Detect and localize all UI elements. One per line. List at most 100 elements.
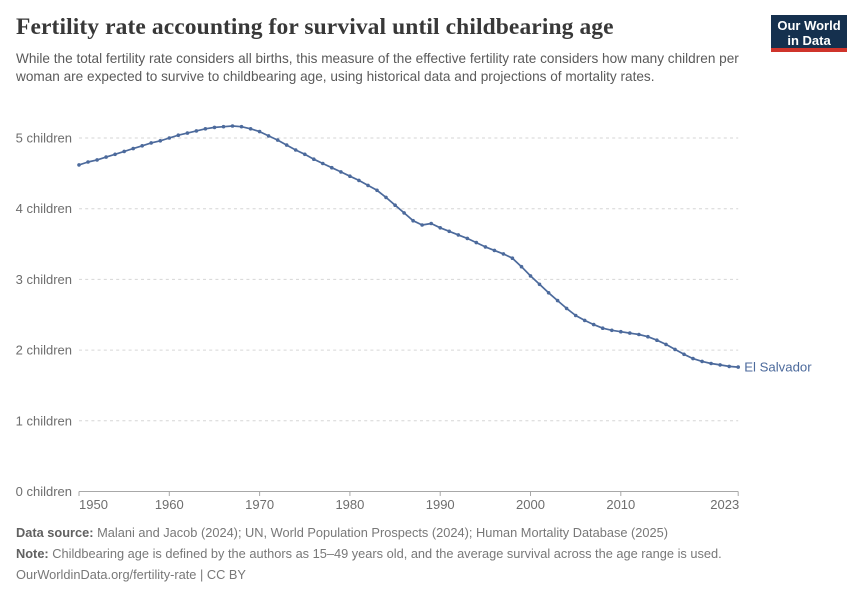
data-point bbox=[438, 226, 443, 230]
data-point bbox=[519, 264, 524, 269]
x-axis-tick-label: 1950 bbox=[79, 497, 108, 512]
data-point bbox=[709, 361, 713, 366]
y-axis-tick-label: 2 children bbox=[16, 343, 72, 358]
data-point bbox=[140, 144, 144, 148]
data-point bbox=[239, 124, 244, 129]
footer-data-source-line: Data source: Malani and Jacob (2024); UN… bbox=[16, 522, 836, 543]
data-point bbox=[158, 139, 163, 143]
data-point bbox=[465, 236, 470, 241]
data-point bbox=[546, 291, 551, 295]
data-point bbox=[474, 240, 479, 245]
data-point bbox=[248, 127, 253, 131]
note-text: Childbearing age is defined by the autho… bbox=[52, 546, 722, 561]
data-point bbox=[312, 157, 316, 161]
x-axis-tick-label: 2000 bbox=[516, 497, 545, 512]
data-source-label: Data source: bbox=[16, 525, 94, 540]
data-point bbox=[384, 195, 388, 200]
data-point bbox=[230, 124, 235, 128]
data-point bbox=[619, 329, 623, 334]
data-point bbox=[600, 326, 605, 331]
data-point bbox=[682, 352, 686, 357]
data-point bbox=[348, 174, 352, 178]
x-axis-tick-label: 2010 bbox=[606, 497, 635, 512]
data-point bbox=[628, 331, 632, 335]
data-point bbox=[718, 363, 722, 367]
data-point bbox=[266, 134, 271, 138]
data-point bbox=[284, 143, 289, 147]
data-point bbox=[167, 136, 172, 140]
data-point bbox=[664, 342, 668, 347]
data-point bbox=[646, 334, 650, 339]
data-point bbox=[736, 365, 740, 369]
data-point bbox=[203, 127, 208, 131]
fertility-rate-line bbox=[78, 125, 740, 368]
data-point bbox=[275, 138, 280, 142]
data-point bbox=[411, 218, 415, 223]
data-point bbox=[420, 223, 424, 227]
y-axis-tick-label: 0 children bbox=[16, 484, 72, 499]
x-axis-tick-label: 1960 bbox=[155, 497, 184, 512]
x-axis-tick-label: 2023 bbox=[710, 497, 739, 512]
data-point bbox=[375, 188, 379, 193]
footer-note-line: Note: Childbearing age is defined by the… bbox=[16, 543, 836, 564]
owid-logo-line2: in Data bbox=[787, 33, 831, 48]
owid-logo-line1: Our World bbox=[777, 18, 841, 33]
data-point bbox=[185, 131, 190, 135]
data-point bbox=[564, 306, 569, 311]
footer-url-line: OurWorldinData.org/fertility-rate | CC B… bbox=[16, 567, 246, 582]
data-point bbox=[673, 347, 677, 352]
data-point bbox=[104, 155, 108, 159]
y-axis-tick-label: 5 children bbox=[16, 131, 72, 146]
y-axis-tick-label: 1 children bbox=[16, 413, 72, 428]
data-point bbox=[77, 163, 81, 167]
data-point bbox=[221, 124, 226, 129]
data-point bbox=[293, 148, 298, 152]
data-point bbox=[303, 152, 307, 157]
data-point bbox=[510, 256, 515, 261]
data-point bbox=[113, 152, 117, 157]
data-point bbox=[429, 221, 434, 226]
data-point bbox=[86, 160, 90, 164]
chart-footer: Data source: Malani and Jacob (2024); UN… bbox=[16, 522, 836, 585]
data-point bbox=[591, 322, 596, 327]
chart-subtitle: While the total fertility rate considers… bbox=[16, 51, 739, 85]
data-point bbox=[610, 328, 614, 333]
y-axis-tick-label: 3 children bbox=[16, 272, 72, 287]
data-point bbox=[582, 318, 587, 323]
data-point bbox=[447, 229, 452, 234]
data-point bbox=[176, 133, 181, 137]
data-point bbox=[483, 245, 488, 249]
y-axis-tick-label: 4 children bbox=[16, 201, 72, 216]
data-point bbox=[492, 248, 497, 253]
data-point bbox=[257, 129, 262, 134]
data-point bbox=[131, 146, 135, 151]
data-point bbox=[573, 313, 578, 318]
data-point bbox=[330, 165, 334, 170]
data-point bbox=[528, 274, 533, 278]
owid-logo[interactable]: Our World in Data bbox=[771, 15, 847, 52]
x-axis-tick-label: 1980 bbox=[335, 497, 364, 512]
data-point bbox=[691, 356, 695, 361]
data-point bbox=[727, 364, 731, 369]
data-point bbox=[700, 359, 704, 364]
data-point bbox=[321, 161, 325, 166]
data-point bbox=[501, 252, 506, 256]
x-axis-tick-label: 1990 bbox=[426, 497, 455, 512]
data-point bbox=[456, 233, 461, 237]
data-point bbox=[194, 129, 199, 133]
x-axis-tick-label: 1970 bbox=[245, 497, 274, 512]
data-point bbox=[95, 158, 99, 162]
chart-header: Fertility rate accounting for survival u… bbox=[16, 14, 761, 87]
data-point bbox=[366, 183, 370, 188]
data-point bbox=[393, 203, 397, 207]
note-label: Note: bbox=[16, 546, 49, 561]
chart-title: Fertility rate accounting for survival u… bbox=[16, 14, 614, 40]
data-point bbox=[555, 298, 560, 303]
data-point bbox=[655, 338, 659, 343]
data-point bbox=[637, 332, 641, 337]
data-point bbox=[537, 282, 542, 287]
data-source-text: Malani and Jacob (2024); UN, World Popul… bbox=[97, 525, 669, 540]
entity-label-el-salvador: El Salvador bbox=[744, 360, 812, 375]
data-point bbox=[357, 178, 361, 183]
